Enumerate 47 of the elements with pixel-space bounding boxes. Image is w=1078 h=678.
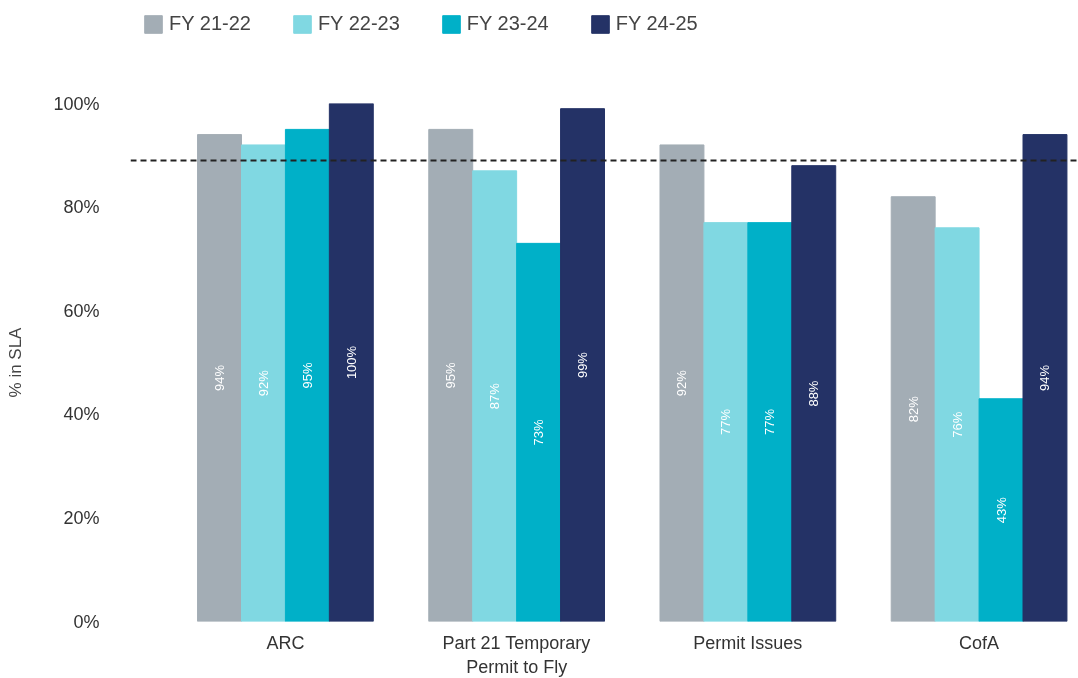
bar	[890, 196, 936, 622]
bar	[659, 144, 705, 622]
data-label: 95%	[443, 362, 459, 389]
bar	[978, 398, 1024, 622]
bar	[472, 170, 518, 622]
bar	[747, 222, 793, 622]
bar	[328, 103, 374, 622]
data-label: 82%	[905, 395, 921, 423]
data-label: 77%	[762, 408, 778, 436]
legend-label: FY 21-22	[169, 12, 251, 35]
data-label: 94%	[212, 364, 228, 392]
data-label: 95%	[299, 362, 315, 389]
bar	[240, 144, 286, 622]
data-label: 100%	[343, 345, 359, 380]
data-label: 88%	[806, 380, 822, 407]
legend-label: FY 24-25	[615, 12, 698, 35]
y-tick-label: 100%	[53, 93, 100, 114]
bar	[560, 108, 605, 622]
data-label: 77%	[718, 408, 734, 436]
y-tick-label: 40%	[63, 404, 100, 425]
data-label: 43%	[993, 496, 1009, 524]
y-tick-label: 20%	[63, 507, 100, 528]
x-tick-label: Permit Issues	[693, 632, 803, 653]
bar	[516, 242, 562, 622]
data-label: 73%	[531, 418, 547, 446]
x-tick-label: CofA	[959, 632, 1000, 653]
legend-label: FY 22-23	[317, 12, 400, 35]
y-tick-label: 0%	[73, 611, 100, 632]
data-label: 99%	[575, 351, 591, 379]
bar	[197, 134, 242, 622]
bar	[428, 128, 474, 622]
data-label: 94%	[1037, 364, 1053, 392]
bar	[1022, 134, 1068, 622]
bar	[791, 165, 837, 622]
data-label: 92%	[255, 369, 271, 397]
x-tick-label: ARC	[266, 632, 305, 653]
y-axis-title: % in SLA	[6, 326, 26, 398]
bar	[934, 227, 980, 622]
bar	[703, 222, 749, 622]
data-label: 87%	[487, 382, 503, 410]
y-tick-label: 80%	[63, 197, 100, 218]
y-tick-label: 60%	[63, 300, 100, 321]
legend-label: FY 23-24	[466, 12, 549, 35]
data-label: 76%	[949, 411, 965, 438]
x-tick-label: Part 21 Temporary Permit to Fly	[442, 632, 591, 677]
data-label: 92%	[674, 369, 690, 397]
bar	[284, 128, 330, 622]
